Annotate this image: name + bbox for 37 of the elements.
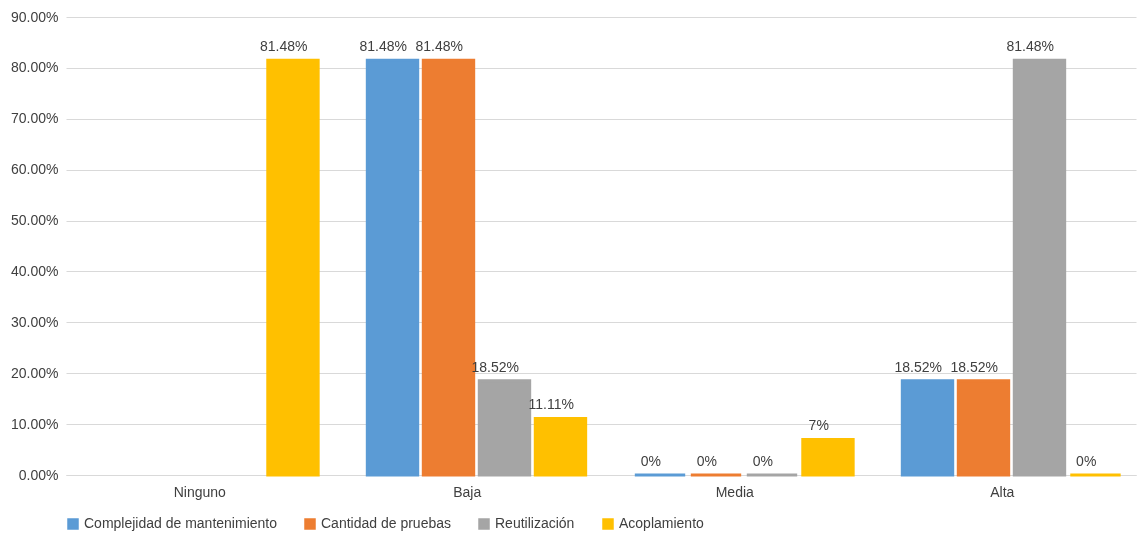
bar bbox=[266, 58, 320, 477]
data-label: 7% bbox=[808, 417, 829, 434]
y-tick-label: 10.00% bbox=[11, 415, 59, 432]
data-label: 0% bbox=[752, 453, 773, 469]
x-tick-label: Baja bbox=[453, 483, 482, 500]
y-tick-label: 60.00% bbox=[11, 161, 59, 178]
bar bbox=[900, 379, 955, 477]
data-label: 0% bbox=[1076, 453, 1097, 469]
data-label: 81.48% bbox=[415, 38, 463, 55]
y-tick-label: 50.00% bbox=[11, 212, 59, 229]
bar bbox=[956, 379, 1011, 477]
y-tick-label: 40.00% bbox=[11, 262, 59, 279]
data-label: 0% bbox=[696, 453, 717, 469]
bar bbox=[801, 437, 855, 477]
data-label: 0% bbox=[640, 453, 661, 469]
legend-label: Reutilización bbox=[495, 515, 575, 531]
y-tick-label: 30.00% bbox=[11, 313, 59, 330]
data-label: 81.48% bbox=[359, 38, 408, 55]
bar bbox=[365, 58, 420, 477]
y-tick-label: 90.00% bbox=[11, 8, 59, 25]
x-tick-label: Alta bbox=[990, 483, 1015, 500]
legend-label: Cantidad de pruebas bbox=[321, 515, 451, 531]
y-tick-label: 0.00% bbox=[18, 466, 59, 483]
x-tick-label: Media bbox=[715, 483, 755, 500]
bar bbox=[533, 416, 588, 477]
bar bbox=[1012, 58, 1067, 477]
data-label: 81.48% bbox=[1006, 38, 1054, 55]
legend-label: Complejidad de mantenimiento bbox=[84, 515, 278, 531]
data-label: 18.52% bbox=[950, 358, 998, 375]
data-label: 81.48% bbox=[259, 38, 308, 55]
x-tick-label: Ninguno bbox=[173, 483, 227, 500]
y-tick-label: 70.00% bbox=[11, 110, 59, 127]
data-label: 18.52% bbox=[894, 358, 943, 375]
y-tick-label: 80.00% bbox=[11, 59, 59, 76]
data-label: 11.11% bbox=[528, 396, 574, 413]
y-tick-label: 20.00% bbox=[11, 364, 59, 381]
legend-label: Acoplamiento bbox=[619, 515, 705, 531]
